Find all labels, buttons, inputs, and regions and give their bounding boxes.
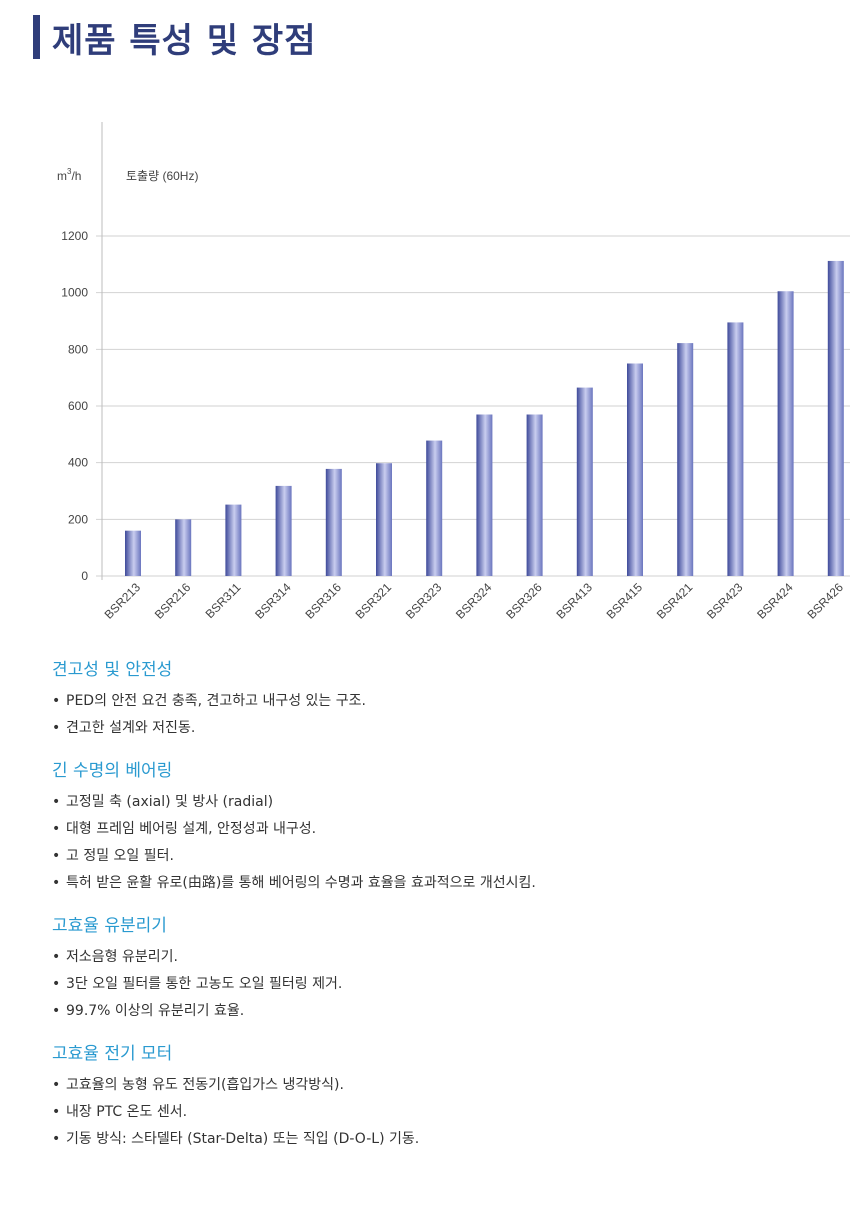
y-tick-label: 1000 (61, 286, 88, 300)
discharge-bar-chart: 0 200 400 600 800 1000 1200 BSR213 BSR216 BSR311… (57, 122, 850, 622)
page-title: 제품 특성 및 장점 (33, 14, 317, 61)
bar-bsr415 (627, 363, 643, 576)
x-tick-label: BSR421 (654, 580, 696, 622)
bar-bsr213 (125, 530, 141, 576)
x-tick-label: BSR413 (553, 580, 595, 622)
y-tick-label: 1200 (61, 229, 88, 243)
x-tick-label: BSR424 (754, 580, 796, 622)
section-heading: 긴 수명의 베어링 (52, 761, 173, 781)
bar-bsr316 (325, 468, 342, 576)
feature-list-item: 저소음형 유분리기. (52, 944, 832, 971)
x-tick-label: BSR324 (453, 580, 495, 622)
feature-sections: 견고성 및 안전성 PED의 안전 요건 충족, 견고하고 내구성 있는 구조.견… (52, 655, 832, 1167)
page-title-text: 제품 특성 및 장점 (52, 20, 317, 61)
x-tick-label: BSR311 (203, 580, 244, 621)
feature-list: PED의 안전 요건 충족, 견고하고 내구성 있는 구조.견고한 설계와 저진… (52, 688, 832, 742)
feature-list-item: 3단 오일 필터를 통한 고농도 오일 필터링 제거. (52, 971, 832, 998)
bar-bsr426 (827, 260, 844, 576)
section-heading: 고효율 유분리기 (52, 916, 167, 936)
x-tick-label: BSR323 (403, 580, 445, 622)
feature-list: 저소음형 유분리기.3단 오일 필터를 통한 고농도 오일 필터링 제거.99.… (52, 944, 832, 1025)
y-tick-label: 600 (68, 399, 88, 413)
x-tick-label: BSR321 (353, 580, 395, 622)
x-tick-label: BSR423 (704, 580, 746, 622)
bar-bsr321 (376, 463, 392, 576)
feature-list: 고정밀 축 (axial) 및 방사 (radial)대형 프레임 베어링 설계… (52, 789, 832, 897)
x-tick-label: BSR216 (152, 580, 194, 622)
feature-section: 견고성 및 안전성 PED의 안전 요건 충족, 견고하고 내구성 있는 구조.견… (52, 655, 832, 742)
title-accent-bar (33, 15, 40, 59)
section-heading: 고효율 전기 모터 (52, 1044, 173, 1064)
feature-list-item: 99.7% 이상의 유분리기 효율. (52, 998, 832, 1025)
x-tick-label: BSR415 (604, 580, 646, 622)
section-heading: 견고성 및 안전성 (52, 660, 173, 680)
y-tick-label: 0 (81, 569, 88, 583)
y-tick-label: 400 (68, 456, 88, 470)
chart-title: 토출량 (60Hz) (126, 169, 198, 183)
feature-list-item: 내장 PTC 온도 센서. (52, 1099, 832, 1126)
feature-list-item: 기동 방식: 스타델타 (Star-Delta) 또는 직입 (D-O-L) 기… (52, 1126, 832, 1153)
feature-list-item: 대형 프레임 베어링 설계, 안정성과 내구성. (52, 816, 832, 843)
bar-bsr324 (476, 414, 493, 576)
bar-bsr421 (677, 343, 694, 576)
y-unit-label: m3/h (57, 167, 81, 183)
feature-list-item: 고효율의 농형 유도 전동기(흡입가스 냉각방식). (52, 1072, 832, 1099)
feature-list-item: 고 정밀 오일 필터. (52, 843, 832, 870)
bar-bsr314 (275, 485, 292, 576)
x-tick-label: BSR314 (252, 580, 294, 622)
bar-bsr323 (426, 440, 443, 576)
feature-section: 고효율 유분리기저소음형 유분리기.3단 오일 필터를 통한 고농도 오일 필터… (52, 911, 832, 1025)
feature-list-item: 고정밀 축 (axial) 및 방사 (radial) (52, 789, 832, 816)
feature-list-item: PED의 안전 요건 충족, 견고하고 내구성 있는 구조. (52, 688, 832, 715)
x-tick-label: BSR213 (102, 580, 144, 622)
y-tick-label: 800 (68, 342, 88, 356)
feature-section: 고효율 전기 모터고효율의 농형 유도 전동기(흡입가스 냉각방식).내장 PT… (52, 1039, 832, 1153)
bar-bsr423 (727, 322, 744, 576)
feature-list: 고효율의 농형 유도 전동기(흡입가스 냉각방식).내장 PTC 온도 센서.기… (52, 1072, 832, 1153)
feature-list-item: 견고한 설계와 저진동. (52, 715, 832, 742)
x-tick-label: BSR326 (503, 580, 545, 622)
feature-list-item: 특허 받은 윤활 유로(由路)를 통해 베어링의 수명과 효율을 효과적으로 개… (52, 870, 832, 897)
bar-bsr326 (526, 414, 543, 576)
y-tick-label: 200 (68, 512, 88, 526)
x-tick-label: BSR316 (302, 580, 344, 622)
bar-bsr424 (777, 291, 794, 576)
feature-section: 긴 수명의 베어링고정밀 축 (axial) 및 방사 (radial)대형 프… (52, 756, 832, 897)
bar-bsr216 (175, 519, 192, 576)
x-tick-label: BSR426 (804, 580, 846, 622)
bar-bsr413 (576, 387, 593, 576)
bar-bsr311 (225, 504, 242, 576)
